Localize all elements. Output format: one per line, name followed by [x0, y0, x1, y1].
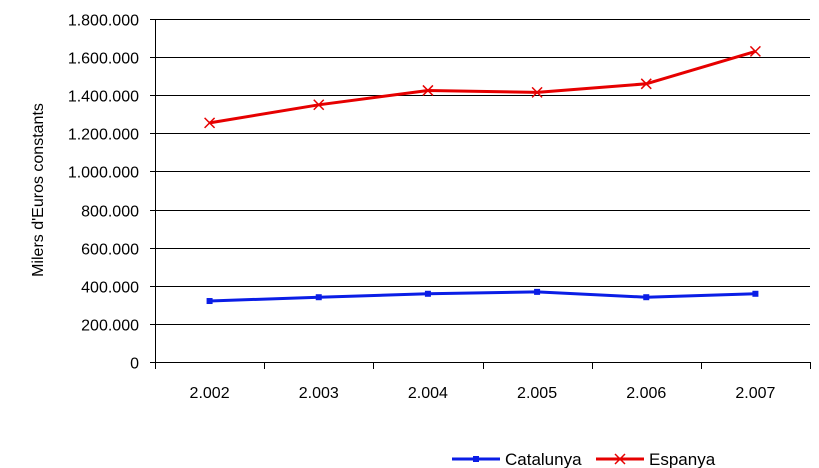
gridlines: [155, 19, 810, 325]
x-tick-label: 2.007: [735, 385, 775, 402]
data-point: [749, 45, 761, 57]
x-tick-label: 2.002: [190, 385, 230, 402]
legend-item-espanya: Espanya: [596, 450, 716, 468]
y-tick-label: 400.000: [81, 280, 139, 297]
data-point: [531, 86, 543, 98]
data-point: [313, 99, 325, 111]
series-layer: [204, 45, 761, 305]
y-tick-label: 1.800.000: [68, 13, 139, 30]
legend-label: Catalunya: [505, 450, 582, 468]
data-point-stroke: [204, 117, 216, 129]
data-point: [643, 294, 650, 301]
data-point: [640, 78, 652, 90]
y-tick-label: 1.600.000: [68, 51, 139, 68]
data-point-stroke: [422, 84, 434, 96]
data-point-stroke: [614, 453, 626, 465]
data-point-stroke: [749, 45, 761, 57]
y-tick-label: 0: [130, 356, 139, 373]
x-tick-labels: 2.002 2.003 2.004 2.005 2.006 2.007: [190, 385, 776, 402]
data-point-stroke: [531, 86, 543, 98]
series-espanya: [204, 45, 761, 129]
data-point: [206, 298, 213, 305]
series-catalunya: [206, 288, 759, 305]
data-point: [422, 84, 434, 96]
data-point-stroke: [313, 99, 325, 111]
data-point: [473, 456, 479, 462]
legend-item-catalunya: Catalunya: [452, 450, 582, 468]
y-tick-label: 1.000.000: [68, 165, 139, 182]
y-tick-labels: 0 200.000 400.000 600.000 800.000 1.000.000 1.…: [68, 13, 139, 373]
axes: [150, 19, 811, 369]
legend: Catalunya Espanya: [452, 450, 716, 468]
data-point: [534, 288, 541, 295]
data-point: [315, 294, 322, 301]
y-tick-label: 600.000: [81, 242, 139, 259]
x-tick-label: 2.006: [626, 385, 666, 402]
data-point: [614, 453, 626, 465]
y-tick-label: 800.000: [81, 204, 139, 221]
x-tick-label: 2.003: [299, 385, 339, 402]
data-point: [204, 117, 216, 129]
y-axis-label: Milers d'Euros constants: [30, 103, 47, 277]
data-point: [424, 290, 431, 297]
series-line: [209, 49, 756, 125]
y-tick-label: 1.200.000: [68, 127, 139, 144]
y-tick-label: 1.400.000: [68, 89, 139, 106]
data-point: [752, 290, 759, 297]
x-tick-label: 2.005: [517, 385, 557, 402]
legend-label: Espanya: [649, 450, 716, 468]
data-point-stroke: [640, 78, 652, 90]
series-line: [209, 290, 756, 303]
y-tick-label: 200.000: [81, 318, 139, 335]
x-tick-label: 2.004: [408, 385, 448, 402]
